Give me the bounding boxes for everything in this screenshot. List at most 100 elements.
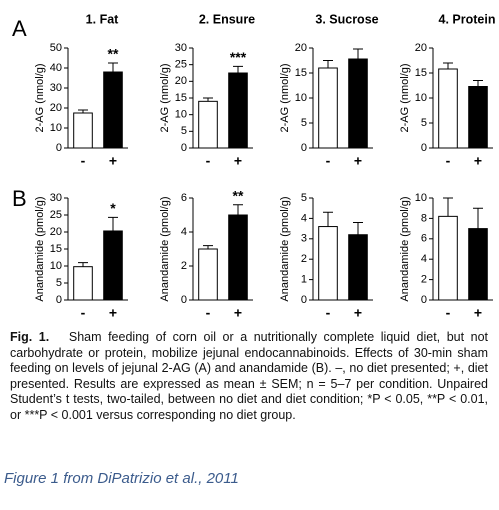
y-tick-label: 30 (50, 82, 62, 94)
caption-label: Fig. 1. (10, 330, 50, 344)
y-tick-label: 5 (301, 192, 307, 204)
y-tick-label: 15 (50, 243, 62, 255)
panel-label: A (12, 16, 27, 41)
y-tick-label: 6 (181, 192, 187, 204)
error-bar (473, 80, 483, 87)
y-tick-label: 0 (421, 294, 427, 306)
credit: Figure 1 from DiPatrizio et al., 2011 (4, 470, 239, 487)
y-tick-label: 2 (181, 260, 187, 272)
y-tick-label: 25 (175, 59, 187, 71)
x-tick-label: + (354, 153, 362, 169)
y-tick-label: 10 (175, 109, 187, 121)
error-bar (203, 245, 213, 249)
x-tick-label: - (81, 153, 86, 169)
x-tick-label: - (206, 305, 211, 321)
chart-title: 3. Sucrose (315, 12, 378, 26)
y-axis-label: 2-AG (nmol/g) (159, 63, 171, 132)
error-bar (443, 62, 453, 69)
error-bar (353, 48, 363, 59)
x-tick-label: + (234, 305, 242, 321)
x-tick-label: + (109, 305, 117, 321)
y-tick-label: 4 (421, 253, 427, 265)
panel-label: B (12, 186, 27, 211)
y-tick-label: 15 (415, 67, 427, 79)
x-tick-label: + (474, 305, 482, 321)
chart-title: 2. Ensure (199, 12, 255, 26)
y-tick-label: 2 (301, 253, 307, 265)
bar (103, 71, 123, 149)
significance: * (110, 200, 116, 216)
y-tick-label: 30 (175, 42, 187, 54)
x-tick-label: - (81, 305, 86, 321)
error-bar (108, 62, 118, 72)
y-tick-label: 15 (175, 92, 187, 104)
y-tick-label: 10 (415, 92, 427, 104)
error-bar (108, 216, 118, 231)
bar (318, 226, 338, 301)
x-tick-label: - (206, 153, 211, 169)
y-tick-label: 4 (301, 212, 307, 224)
x-tick-label: + (109, 153, 117, 169)
bar (228, 214, 248, 301)
error-bar (78, 262, 88, 267)
y-tick-label: 5 (56, 277, 62, 289)
y-tick-label: 5 (301, 117, 307, 129)
bar (198, 248, 218, 301)
y-tick-label: 15 (295, 67, 307, 79)
y-tick-label: 6 (421, 233, 427, 245)
y-tick-label: 0 (56, 142, 62, 154)
bar (73, 266, 93, 301)
x-tick-label: - (326, 153, 331, 169)
y-tick-label: 0 (181, 294, 187, 306)
y-axis-label: Anandamide (pmol/g) (34, 196, 46, 301)
x-tick-label: - (446, 153, 451, 169)
bar (438, 68, 458, 149)
bar (198, 100, 218, 149)
error-bar (353, 221, 363, 235)
y-tick-label: 4 (181, 226, 187, 238)
y-tick-label: 5 (421, 117, 427, 129)
error-bar (78, 109, 88, 113)
bar (438, 215, 458, 301)
error-bar (203, 97, 213, 102)
x-tick-label: + (234, 153, 242, 169)
x-tick-label: - (326, 305, 331, 321)
bar (228, 72, 248, 149)
y-axis-label: Anandamide (pmol/g) (399, 196, 411, 301)
significance: *** (230, 49, 247, 65)
error-bar (233, 65, 243, 73)
y-tick-label: 30 (50, 192, 62, 204)
y-tick-label: 10 (415, 192, 427, 204)
error-bar (233, 204, 243, 215)
y-axis-label: 2-AG (nmol/g) (34, 63, 46, 132)
y-tick-label: 20 (415, 42, 427, 54)
y-axis-label: Anandamide (pmol/g) (159, 196, 171, 301)
y-tick-label: 10 (50, 260, 62, 272)
chart-title: 1. Fat (86, 12, 119, 26)
y-tick-label: 3 (301, 233, 307, 245)
y-axis-label: 2-AG (nmol/g) (279, 63, 291, 132)
bar (103, 230, 123, 301)
y-tick-label: 50 (50, 42, 62, 54)
y-tick-label: 0 (301, 142, 307, 154)
y-axis-label: 2-AG (nmol/g) (399, 63, 411, 132)
y-axis-label: Anandamide (pmol/g) (279, 196, 291, 301)
error-bar (473, 207, 483, 229)
x-tick-label: + (474, 153, 482, 169)
chart-title: 4. Protein (439, 12, 496, 26)
y-tick-label: 1 (301, 274, 307, 286)
bar (73, 112, 93, 149)
bar (468, 86, 488, 149)
caption-text: Sham feeding of corn oil or a nutritiona… (10, 330, 489, 422)
error-bar (443, 197, 453, 217)
y-tick-label: 0 (56, 294, 62, 306)
y-tick-label: 8 (421, 212, 427, 224)
y-tick-label: 2 (421, 274, 427, 286)
y-tick-label: 0 (181, 142, 187, 154)
y-tick-label: 20 (50, 102, 62, 114)
x-tick-label: + (354, 305, 362, 321)
y-tick-label: 0 (301, 294, 307, 306)
bar (348, 58, 368, 149)
